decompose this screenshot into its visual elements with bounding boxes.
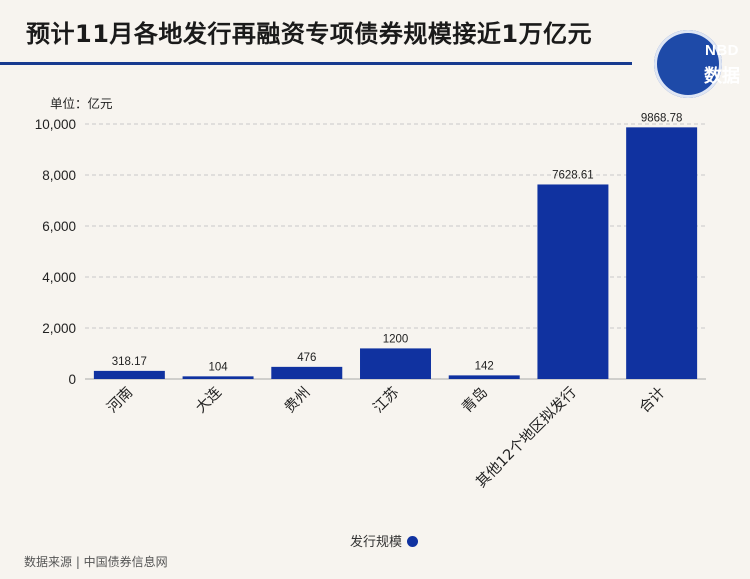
bar	[93, 370, 165, 379]
logo-text-data: 数据	[704, 66, 740, 87]
title-underline	[0, 62, 632, 65]
bar	[271, 366, 343, 379]
x-tick-label: 大连	[192, 383, 225, 416]
data-label: 104	[208, 361, 228, 373]
x-tick-label: 青岛	[459, 384, 492, 417]
bar	[448, 375, 520, 379]
data-label: 9868.78	[641, 112, 683, 124]
y-tick-label: 0	[68, 372, 76, 387]
x-tick-label: 其他12个地区拟发行	[473, 384, 580, 491]
bar	[537, 184, 609, 379]
data-label: 318.17	[112, 356, 147, 368]
y-tick-label: 6,000	[42, 219, 76, 234]
bar	[626, 127, 698, 380]
data-label: 476	[297, 352, 316, 364]
legend: 发行规模	[350, 531, 419, 550]
x-tick-label: 江苏	[370, 384, 403, 417]
y-tick-label: 8,000	[42, 168, 76, 183]
legend-swatch	[407, 536, 419, 547]
nbd-logo: NBD 数据	[654, 30, 740, 98]
source-note: 数据来源 | 中国债券信息网	[24, 555, 168, 569]
y-tick-label: 2,000	[42, 321, 76, 336]
x-tick-label: 河南	[104, 384, 137, 417]
logo-text-nbd: NBD	[705, 42, 739, 59]
x-tick-label: 合计	[636, 384, 669, 417]
chart-title: 预计11月各地发行再融资专项债券规模接近1万亿元	[26, 20, 593, 48]
y-tick-label: 10,000	[35, 117, 76, 132]
y-tick-label: 4,000	[42, 270, 76, 285]
data-label: 7628.61	[552, 169, 594, 181]
data-label: 1200	[383, 333, 409, 345]
legend-label: 发行规模	[350, 535, 403, 550]
bar	[360, 348, 431, 379]
data-label: 142	[475, 360, 494, 372]
bar	[182, 376, 254, 379]
x-tick-label: 贵州	[281, 384, 314, 417]
unit-label: 单位：亿元	[50, 96, 113, 111]
